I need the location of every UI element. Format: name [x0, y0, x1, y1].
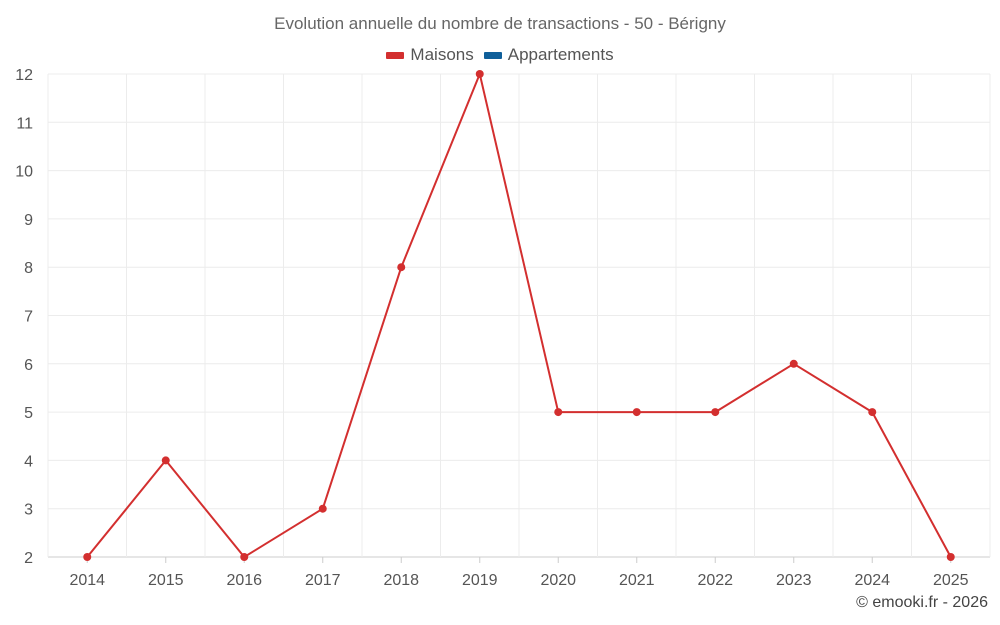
- x-tick-label: 2015: [148, 572, 184, 589]
- x-tick-label: 2025: [933, 572, 969, 589]
- chart-grid: [47, 73, 991, 558]
- data-point-maisons-2019[interactable]: [475, 70, 484, 78]
- legend-label-appartements: Appartements: [507, 45, 614, 64]
- x-tick-label: 2017: [305, 572, 341, 589]
- y-tick-label: 9: [24, 212, 33, 229]
- data-point-maisons-2025[interactable]: [946, 553, 955, 561]
- y-tick-label: 12: [15, 67, 33, 84]
- data-point-maisons-2017[interactable]: [318, 504, 327, 513]
- x-tick-label: 2020: [540, 572, 576, 589]
- credit-text: © emooki.fr - 2026: [856, 594, 988, 611]
- data-point-maisons-2014[interactable]: [83, 553, 92, 561]
- y-tick-label: 4: [24, 453, 33, 470]
- data-point-maisons-2023[interactable]: [789, 359, 798, 368]
- chart-series: [83, 70, 955, 561]
- legend-item-appartements[interactable]: Appartements: [483, 45, 614, 65]
- legend-item-maisons[interactable]: Maisons: [386, 45, 474, 65]
- y-tick-label: 8: [24, 260, 33, 277]
- y-tick-label: 10: [15, 164, 33, 181]
- x-tick-label: 2022: [697, 572, 733, 589]
- x-tick-label: 2019: [462, 572, 498, 589]
- y-tick-label: 11: [16, 115, 33, 132]
- y-tick-label: 5: [24, 405, 33, 422]
- data-point-maisons-2022[interactable]: [711, 408, 720, 417]
- x-tick-label: 2014: [69, 572, 105, 589]
- x-tick-label: 2021: [619, 572, 655, 589]
- data-point-maisons-2018[interactable]: [397, 263, 406, 272]
- y-tick-label: 2: [24, 550, 33, 567]
- chart-title: Evolution annuelle du nombre de transact…: [274, 14, 726, 33]
- y-tick-label: 7: [24, 309, 33, 326]
- x-tick-label: 2023: [776, 572, 812, 589]
- x-tick-label: 2016: [226, 572, 262, 589]
- y-tick-label: 3: [24, 502, 33, 519]
- data-point-maisons-2024[interactable]: [868, 408, 877, 417]
- data-point-maisons-2020[interactable]: [554, 408, 563, 417]
- legend-swatch-appartements: [483, 51, 502, 59]
- series-line-maisons: [86, 73, 952, 558]
- legend-swatch-maisons: [386, 51, 405, 59]
- y-tick-label: 6: [24, 357, 33, 374]
- x-tick-label: 2018: [383, 572, 419, 589]
- chart-legend: Maisons Appartements: [0, 45, 1000, 65]
- data-point-maisons-2016[interactable]: [240, 553, 249, 561]
- chart-axes: 2 3 4 5 6 7 8 9 10 11 12 2014 2015 2016 2017 2018 2019 20…: [15, 67, 968, 589]
- data-point-maisons-2021[interactable]: [632, 408, 641, 417]
- x-tick-label: 2024: [854, 572, 890, 589]
- legend-label-maisons: Maisons: [410, 45, 474, 64]
- data-point-maisons-2015[interactable]: [161, 456, 170, 465]
